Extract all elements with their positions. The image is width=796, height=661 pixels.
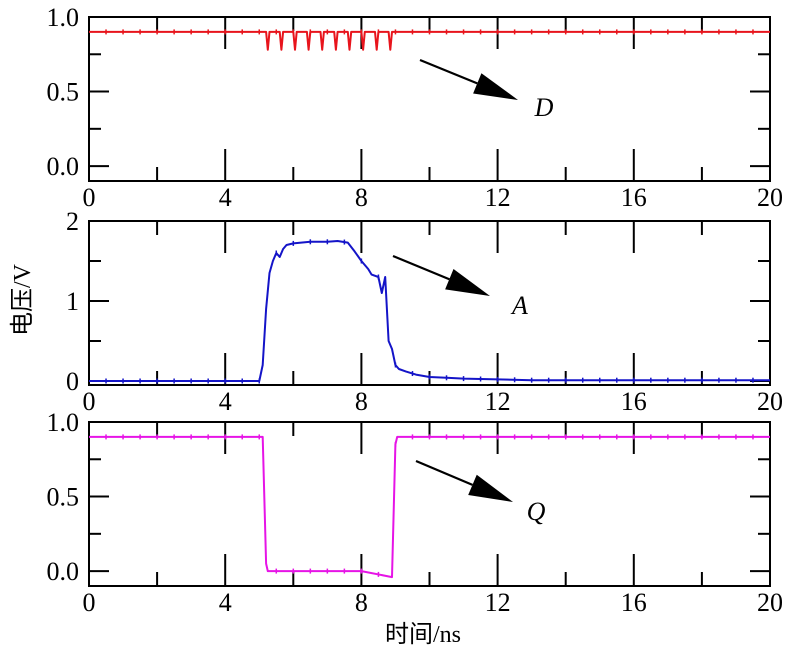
plot-frame (88, 220, 771, 386)
annotation-label-Q: Q (527, 497, 546, 526)
series-line-D (89, 30, 770, 51)
annotation-arrow-shaft (419, 58, 478, 85)
annotation-arrow-shaft (392, 254, 450, 281)
x-tick-label: 4 (219, 183, 232, 212)
y-tick-label: 0.0 (47, 557, 80, 586)
chart-panel-D: 0 4 8 12 16 20 0.0 0.5 1.0 D (47, 3, 784, 212)
annotation-arrow-head (473, 73, 518, 100)
annotation-arrow-shaft (415, 459, 473, 486)
x-tick-label: 4 (219, 588, 232, 617)
y-tick-label: 1.0 (47, 3, 80, 32)
annotation-arrow-head (445, 269, 490, 296)
annotation-label-A: A (510, 291, 528, 320)
series-line-A (89, 240, 770, 382)
x-tick-label: 0 (83, 183, 96, 212)
y-tick-label: 0.5 (47, 78, 80, 107)
x-tick-label: 20 (757, 183, 783, 212)
x-tick-label: 4 (219, 387, 232, 416)
y-axis-label: 电压/V (9, 263, 36, 336)
x-tick-label: 12 (485, 387, 511, 416)
x-tick-label: 12 (485, 183, 511, 212)
x-tick-label: 8 (355, 183, 368, 212)
y-tick-label: 2 (66, 207, 79, 236)
plot-frame (88, 16, 771, 182)
x-tick-label: 20 (757, 588, 783, 617)
plot-frame (88, 421, 771, 587)
x-tick-label: 20 (757, 387, 783, 416)
x-tick-label: 0 (83, 387, 96, 416)
annotation-label-D: D (534, 93, 554, 122)
y-tick-label: 0 (66, 367, 79, 396)
y-tick-label: 1.0 (47, 408, 80, 437)
x-tick-label: 12 (485, 588, 511, 617)
x-tick-label: 16 (621, 183, 647, 212)
y-tick-label: 0.5 (47, 483, 80, 512)
y-tick-label: 0.0 (47, 152, 80, 181)
y-tick-label: 1 (66, 287, 79, 316)
series-line-Q (89, 435, 770, 579)
x-tick-label: 16 (621, 588, 647, 617)
x-tick-label: 16 (621, 387, 647, 416)
x-tick-label: 8 (355, 588, 368, 617)
chart-panel-Q: 0 4 8 12 16 20 0.0 0.5 1.0 Q (47, 408, 784, 617)
x-tick-label: 8 (355, 387, 368, 416)
x-axis-label: 时间/ns (385, 621, 461, 648)
annotation-arrow-head (468, 474, 513, 502)
x-tick-label: 0 (83, 588, 96, 617)
